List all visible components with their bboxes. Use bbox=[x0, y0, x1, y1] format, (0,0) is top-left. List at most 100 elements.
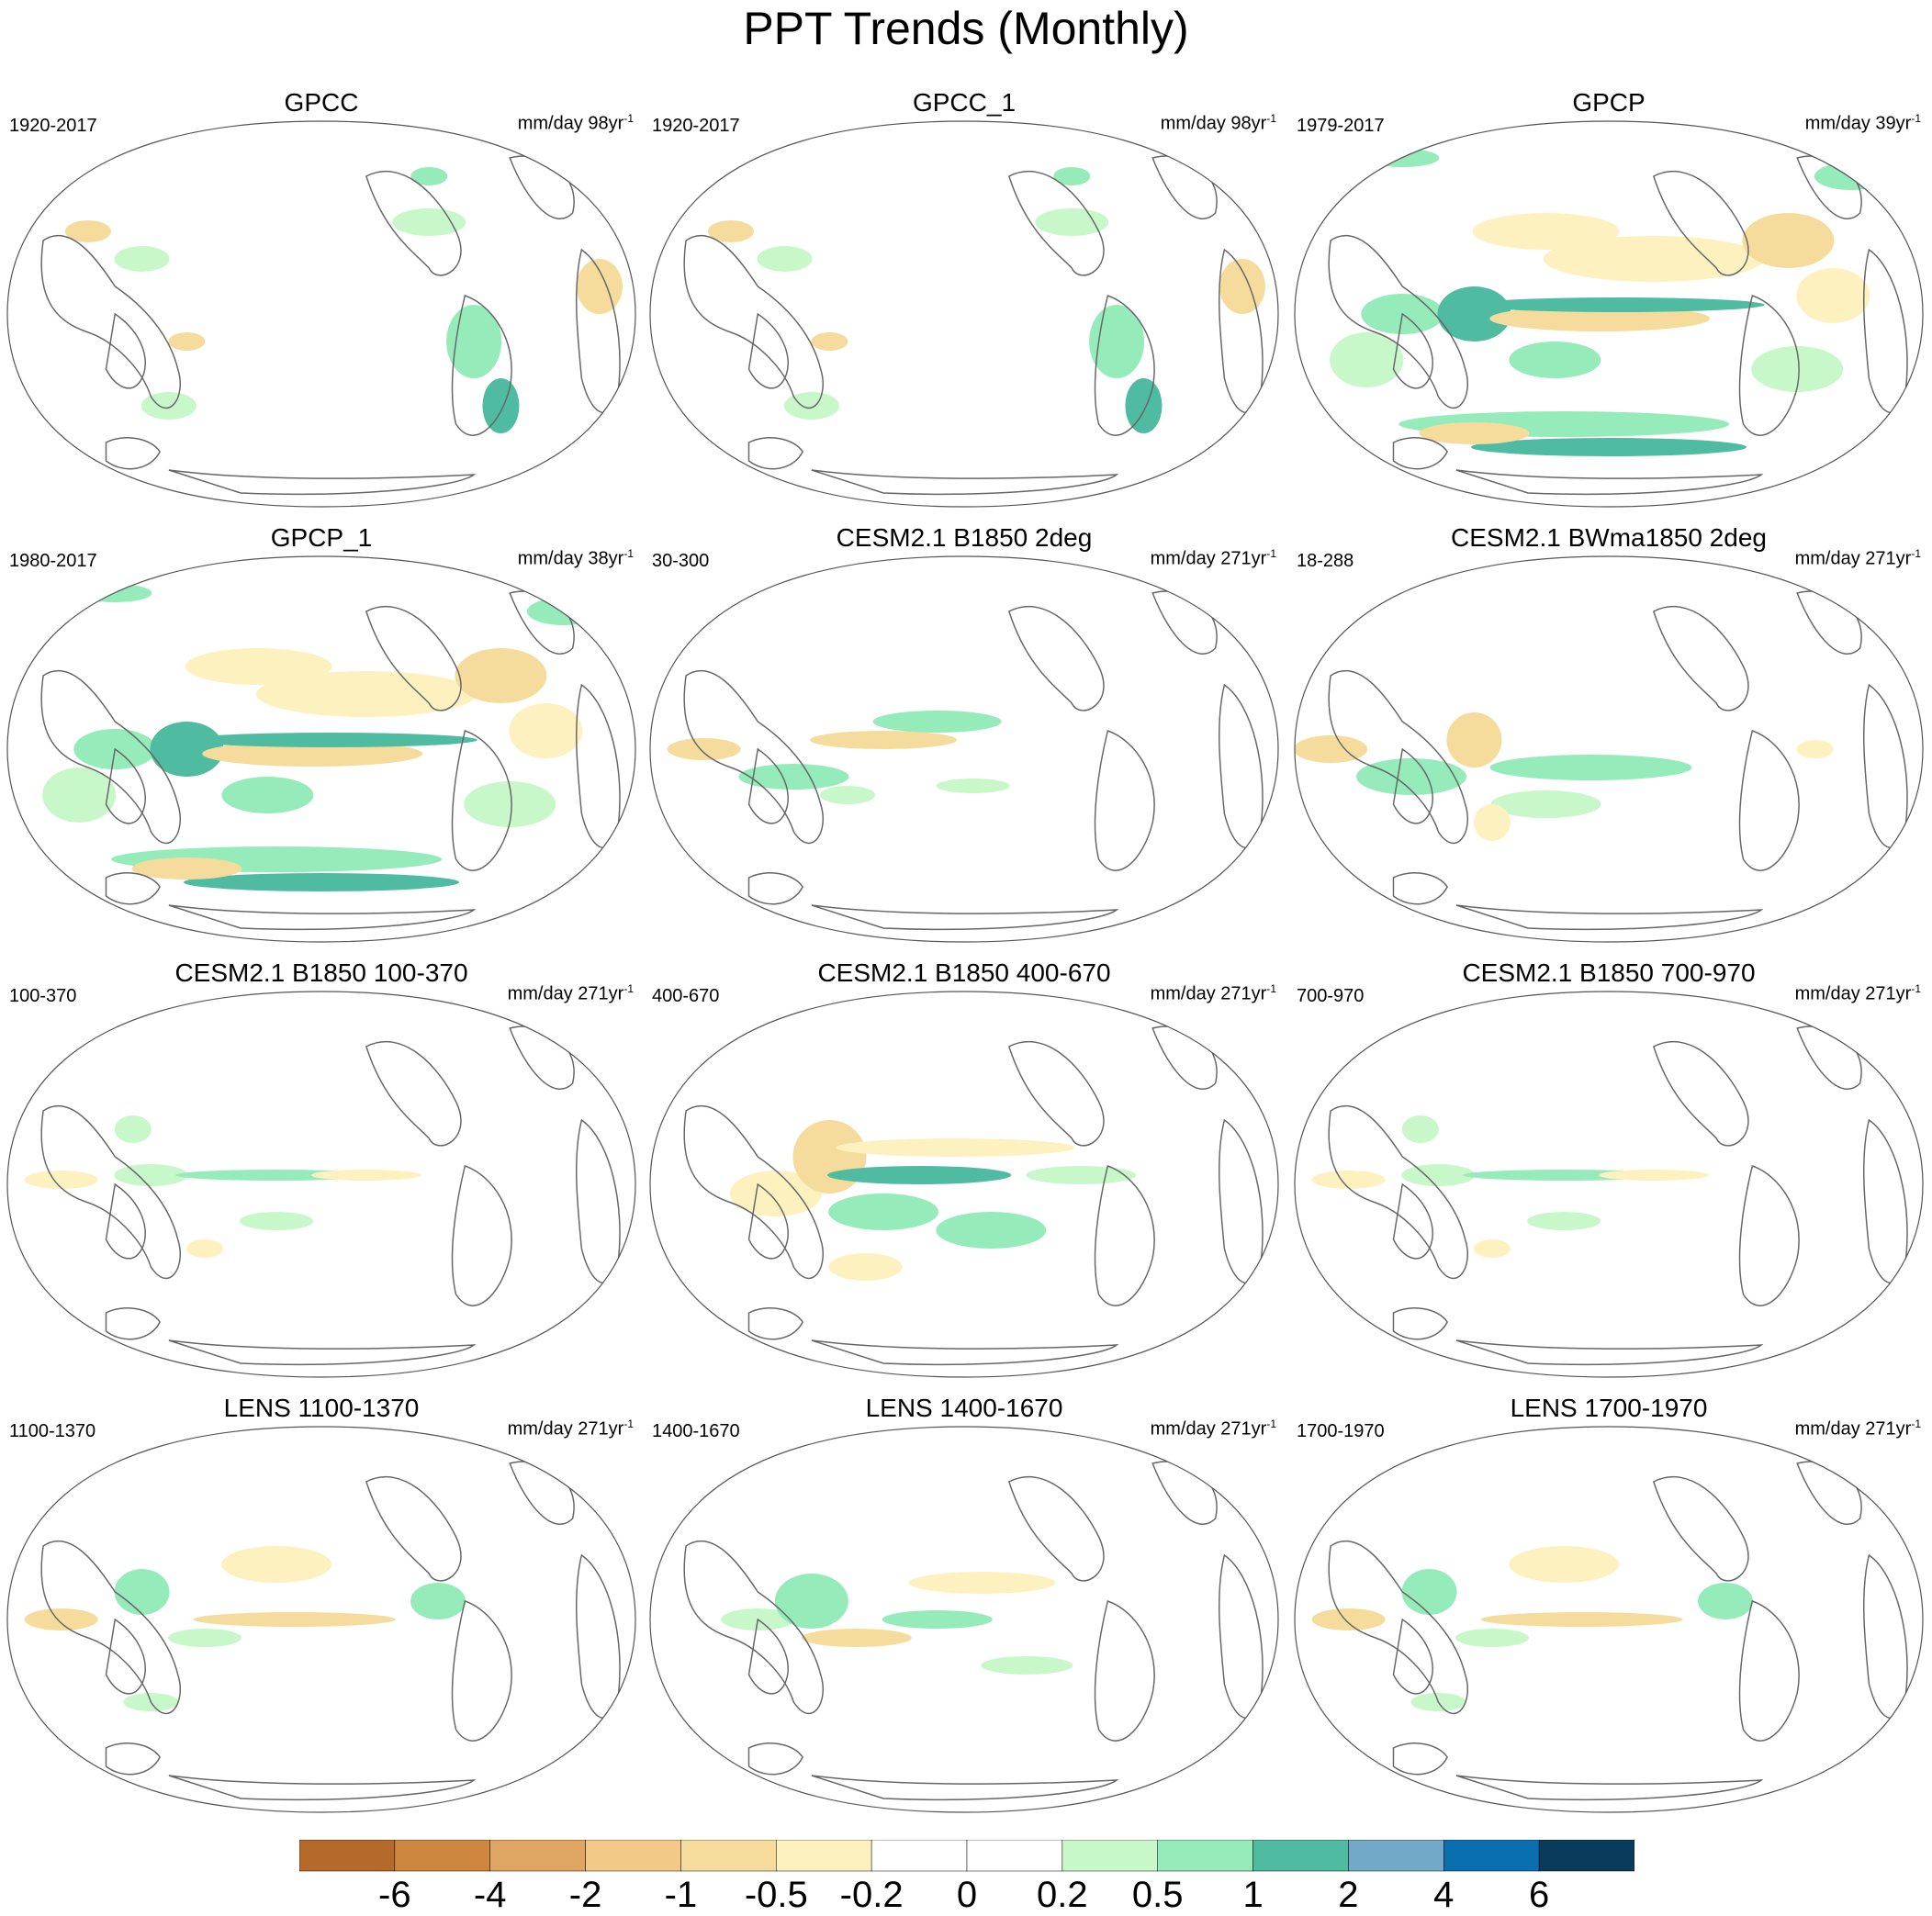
colorbar-swatch bbox=[1538, 1840, 1634, 1872]
trend-region bbox=[150, 722, 224, 777]
coastline bbox=[1151, 155, 1218, 219]
panel-units: mm/day 271yr-1 bbox=[1795, 982, 1921, 1005]
panel-title: GPCC bbox=[284, 88, 359, 117]
coastline bbox=[747, 437, 803, 470]
coastline bbox=[1862, 1553, 1908, 1720]
colorbar-tick-label: 2 bbox=[1338, 1875, 1359, 1915]
trend-region bbox=[255, 671, 477, 717]
coastline bbox=[1455, 1775, 1764, 1801]
trend-region bbox=[1527, 1212, 1601, 1230]
coastline bbox=[451, 1165, 512, 1306]
trend-region bbox=[1489, 306, 1711, 331]
coastline bbox=[105, 1307, 161, 1340]
trend-region bbox=[1742, 213, 1835, 268]
trend-region bbox=[1480, 1612, 1683, 1627]
map-canvas bbox=[1294, 1426, 1924, 1813]
units-text: mm/day 271yr bbox=[507, 983, 624, 1004]
colorbar-swatch bbox=[1252, 1840, 1349, 1872]
trend-region bbox=[810, 731, 958, 749]
coastline bbox=[1094, 1165, 1155, 1306]
panel-units: mm/day 98yr-1 bbox=[1161, 112, 1276, 135]
panel-units: mm/day 98yr-1 bbox=[518, 112, 634, 135]
trend-region bbox=[455, 648, 547, 703]
map-border bbox=[6, 1426, 636, 1813]
panel-period: 700-970 bbox=[1297, 986, 1365, 1006]
coastline bbox=[1218, 1553, 1264, 1720]
map-panel: CESM2.1 B1850 400-670 400-670 mm/day 271yr… bbox=[643, 958, 1286, 1390]
trend-region bbox=[1751, 346, 1844, 392]
units-exponent: -1 bbox=[1911, 112, 1921, 125]
coastline bbox=[575, 683, 621, 849]
coastline bbox=[1392, 1742, 1448, 1776]
units-text: mm/day 271yr bbox=[1150, 983, 1267, 1004]
coastline bbox=[1007, 606, 1105, 711]
trend-region bbox=[936, 1212, 1047, 1249]
units-text: mm/day 271yr bbox=[1794, 983, 1912, 1004]
colorbar-swatch bbox=[1443, 1840, 1540, 1872]
coastline bbox=[1738, 295, 1800, 436]
coastline bbox=[811, 1339, 1119, 1366]
trend-region bbox=[1401, 1569, 1457, 1615]
coastline bbox=[1392, 1307, 1448, 1340]
trend-region bbox=[140, 392, 197, 420]
figure-title: PPT Trends (Monthly) bbox=[743, 3, 1189, 54]
coastline bbox=[1328, 669, 1468, 845]
coastline bbox=[1652, 606, 1749, 711]
map-panel: CESM2.1 B1850 700-970 700-970 mm/day 271yr… bbox=[1287, 958, 1930, 1390]
map-panel: LENS 1700-1970 1700-1970 mm/day 271yr-1 bbox=[1287, 1394, 1930, 1825]
panel-title: LENS 1400-1670 bbox=[865, 1394, 1063, 1422]
trend-region bbox=[1401, 1115, 1439, 1143]
trend-region bbox=[24, 1608, 98, 1630]
panel-period: 1920-2017 bbox=[652, 116, 740, 136]
panel-units: mm/day 39yr-1 bbox=[1805, 112, 1921, 135]
trend-region bbox=[1446, 712, 1502, 768]
trend-region bbox=[168, 332, 206, 351]
trend-region bbox=[1419, 422, 1530, 444]
trend-region bbox=[707, 220, 754, 242]
coastline bbox=[509, 1025, 575, 1090]
map-panel: GPCP_1 1980-2017 mm/day 38yr-1 bbox=[0, 523, 643, 955]
coastline bbox=[1392, 1618, 1433, 1695]
units-text: mm/day 271yr bbox=[507, 1418, 624, 1440]
map-panel: GPCP 1979-2017 mm/day 39yr-1 bbox=[1287, 88, 1930, 520]
trend-region bbox=[167, 1629, 242, 1647]
map-canvas bbox=[1294, 991, 1924, 1378]
trend-region bbox=[811, 332, 848, 351]
map-panel: CESM2.1 BWma1850 2deg 18-288 mm/day 271yr-… bbox=[1287, 523, 1930, 955]
coastline bbox=[105, 1182, 146, 1260]
coastline bbox=[1738, 1165, 1800, 1306]
coastline bbox=[1652, 171, 1749, 276]
coastline bbox=[1738, 730, 1800, 871]
trend-region bbox=[446, 305, 502, 378]
coastline bbox=[747, 747, 789, 824]
coastline bbox=[747, 312, 789, 389]
coastline bbox=[365, 171, 462, 276]
trend-region bbox=[392, 208, 466, 236]
trend-region bbox=[1125, 378, 1163, 433]
coastline bbox=[747, 872, 803, 905]
units-text: mm/day 271yr bbox=[1150, 1418, 1267, 1440]
trend-region bbox=[464, 781, 556, 827]
units-exponent: -1 bbox=[1911, 1417, 1921, 1430]
trend-region bbox=[1489, 755, 1692, 780]
trend-region bbox=[1814, 162, 1888, 190]
trend-region bbox=[24, 1171, 98, 1189]
trend-region bbox=[114, 1569, 170, 1615]
panel-period: 1100-1370 bbox=[9, 1421, 96, 1441]
panel-units: mm/day 271yr-1 bbox=[508, 982, 634, 1005]
map-canvas bbox=[649, 555, 1279, 943]
coastline bbox=[168, 1775, 477, 1801]
coastline bbox=[683, 669, 824, 845]
map-canvas bbox=[6, 120, 636, 508]
trend-region bbox=[801, 1629, 912, 1647]
trend-region bbox=[1356, 758, 1467, 795]
map-panel: GPCC_1 1920-2017 mm/day 98yr-1 bbox=[643, 88, 1286, 520]
units-exponent: -1 bbox=[1266, 547, 1276, 560]
colorbar-tick-label: -6 bbox=[378, 1875, 411, 1915]
units-text: mm/day 271yr bbox=[1794, 1418, 1912, 1440]
coastline bbox=[811, 469, 1119, 496]
panel-title: GPCP_1 bbox=[270, 523, 373, 552]
trend-region bbox=[828, 1193, 939, 1230]
trend-region bbox=[114, 246, 170, 272]
coastline bbox=[168, 1339, 477, 1366]
